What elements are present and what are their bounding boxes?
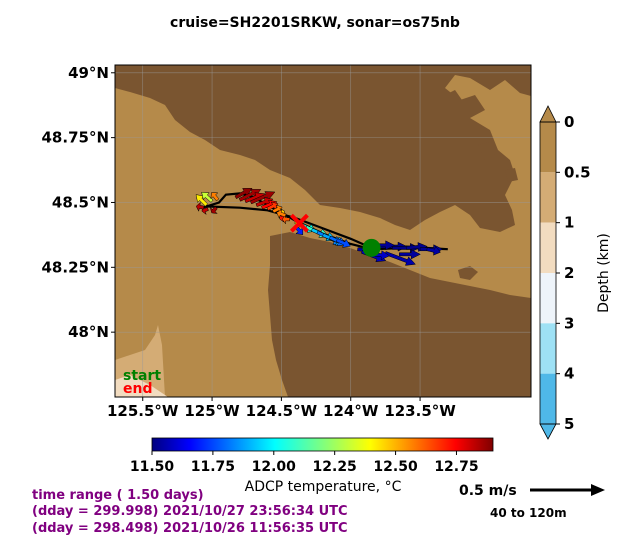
current-vector-3 <box>249 191 276 205</box>
info-line-3: (dday = 298.498) 2021/10/26 11:56:35 UTC <box>32 521 348 536</box>
current-vector-22 <box>201 191 214 203</box>
current-vector-33 <box>426 245 441 256</box>
x-tick-label: 124°W <box>323 402 379 420</box>
y-tick-label: 49°N <box>68 64 109 82</box>
island-4 <box>505 168 518 182</box>
temperature-colorbar-label: ADCP temperature, °C <box>245 479 402 495</box>
current-vector-1 <box>238 189 262 202</box>
scale-label: 0.5 m/s <box>459 483 517 499</box>
depth-colorbar-bottom-extend <box>539 423 557 440</box>
temp-tick-label: 11.75 <box>191 459 235 475</box>
scale-arrow-head <box>591 484 605 496</box>
y-axis: 49°N 48.75°N 48.5°N 48.25°N 48°N <box>42 64 115 341</box>
current-vector-18 <box>335 238 351 248</box>
current-vector-20 <box>276 208 287 219</box>
x-axis: 125.5°W 125°W 124.5°W 124°W 123.5°W <box>107 397 456 420</box>
legend-start-label: start <box>123 368 161 384</box>
deep-shelf-shading-2 <box>115 375 168 397</box>
x-tick-label: 124.5°W <box>246 402 318 420</box>
temp-tick-label: 12.75 <box>434 459 478 475</box>
current-vector-0 <box>234 188 253 200</box>
depth-colorbar-top-extend <box>539 105 557 123</box>
depth-band-2 <box>540 222 556 273</box>
current-vector-24 <box>209 206 218 214</box>
depth-range-label: 40 to 120m <box>490 506 567 520</box>
x-tick-label: 125°W <box>184 402 240 420</box>
y-tick-label: 48.75°N <box>42 129 110 147</box>
island-1 <box>458 266 478 280</box>
depth-tick-label: 0.5 <box>564 163 591 181</box>
temp-tick-label: 12.25 <box>313 459 357 475</box>
depth-tick-label: 0 <box>564 113 574 131</box>
current-vector-34 <box>384 251 416 266</box>
island-3 <box>478 142 495 160</box>
depth-tick-label: 5 <box>564 415 574 433</box>
scale-key: 0.5 m/s 40 to 120m <box>459 483 605 520</box>
end-marker-stroke-2 <box>290 213 309 233</box>
temp-tick-label: 11.50 <box>130 459 175 475</box>
current-vector-4 <box>255 197 274 207</box>
vancouver-island-land <box>115 65 531 232</box>
depth-band-1 <box>540 172 556 223</box>
depth-band-4 <box>540 323 556 374</box>
depth-band-5 <box>540 373 556 424</box>
current-vector-6 <box>266 201 279 211</box>
depth-tick-label: 2 <box>564 264 574 282</box>
current-vector-21 <box>195 194 209 207</box>
current-vector-26 <box>195 201 205 212</box>
time-range-info: time range ( 1.50 days) (dday = 299.998)… <box>32 488 348 536</box>
x-tick-label: 123.5°W <box>384 402 456 420</box>
temperature-gradient <box>151 437 494 452</box>
depth-colorbar-label: Depth (km) <box>596 233 612 313</box>
depth-band-3 <box>540 273 556 324</box>
map-frame <box>114 64 532 398</box>
map-area: start end <box>114 64 532 398</box>
info-line-2: (dday = 299.998) 2021/10/27 23:56:34 UTC <box>32 504 348 519</box>
info-line-1: time range ( 1.50 days) <box>32 488 204 503</box>
current-vector-23 <box>210 192 220 202</box>
chart-title: cruise=SH2201SRKW, sonar=os75nb <box>170 15 460 31</box>
grid-lines <box>115 65 531 397</box>
island-2 <box>445 90 462 108</box>
depth-colorbar: 0 0.5 1 2 3 4 5 <box>539 105 591 440</box>
legend-end-label: end <box>123 381 152 397</box>
temp-tick-label: 12.00 <box>252 459 297 475</box>
end-marker <box>290 213 309 233</box>
y-tick-label: 48.5°N <box>52 193 109 211</box>
temperature-colorbar: 11.50 11.75 12.00 12.25 12.50 12.75 <box>130 437 494 475</box>
current-vector-10 <box>281 214 290 225</box>
y-tick-label: 48°N <box>68 323 109 341</box>
depth-tick-label: 4 <box>564 365 574 383</box>
temp-tick-label: 12.50 <box>373 459 418 475</box>
start-marker <box>362 238 381 257</box>
olympic-peninsula-land <box>268 232 531 397</box>
depth-tick-label: 3 <box>564 314 574 332</box>
x-tick-label: 125.5°W <box>107 402 179 420</box>
depth-tick-label: 1 <box>564 214 574 232</box>
current-vector-35 <box>399 249 421 260</box>
depth-band-0 <box>540 122 556 173</box>
y-tick-label: 48.25°N <box>42 258 110 276</box>
